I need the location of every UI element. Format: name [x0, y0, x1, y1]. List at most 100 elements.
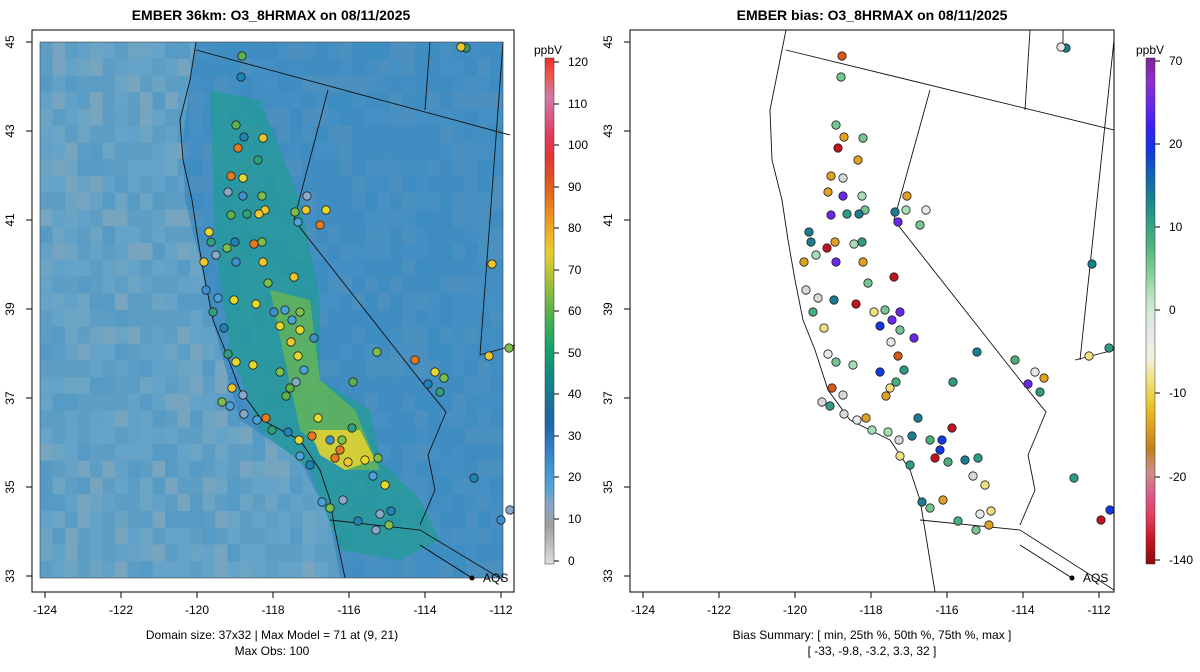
station-marker: [1087, 259, 1097, 269]
grid-cell: [52, 393, 66, 411]
station-marker: [201, 285, 211, 295]
grid-cell: [152, 310, 166, 327]
grid-cell: [227, 494, 241, 512]
grid-cell: [65, 276, 78, 294]
station-marker: [925, 435, 935, 445]
station-marker: [295, 307, 305, 317]
grid-cell: [152, 276, 166, 294]
grid-cell: [90, 310, 103, 327]
grid-cell: [40, 259, 53, 277]
y-tick-label: 37: [601, 391, 615, 405]
station-marker: [371, 525, 381, 535]
grid-cell: [177, 527, 191, 545]
station-marker: [899, 365, 909, 375]
grid-cell: [202, 511, 216, 528]
grid-cell: [52, 125, 66, 143]
grid-cell: [115, 343, 128, 361]
station-marker: [801, 285, 811, 295]
grid-cell: [77, 360, 91, 378]
grid-cell: [152, 58, 166, 76]
grid-cell: [102, 58, 116, 76]
grid-cell: [127, 92, 141, 110]
colorbar-tick-label: 90: [568, 180, 582, 194]
station-marker: [487, 259, 497, 269]
grid-cell: [115, 109, 128, 126]
grid-cell: [215, 477, 228, 495]
grid-cell: [177, 293, 191, 311]
grid-cell: [152, 192, 166, 210]
station-marker: [439, 373, 449, 383]
station-marker: [948, 377, 958, 387]
left-aqs-legend: AQS: [419, 544, 508, 585]
station-marker: [858, 133, 868, 143]
grid-cell: [177, 343, 191, 361]
colorbar-tick-label: -10: [1169, 386, 1187, 400]
grid-cell: [177, 243, 191, 260]
colorbar-tick: -20: [1155, 470, 1187, 484]
grid-cell: [140, 310, 153, 327]
grid-cell: [190, 427, 203, 445]
grid-cell: [90, 243, 103, 260]
station-marker: [281, 391, 291, 401]
x-tick-label: -120: [185, 603, 209, 617]
station-marker: [469, 473, 479, 483]
station-marker: [875, 321, 885, 331]
colorbar-tick: 30: [554, 429, 582, 443]
station-marker: [237, 51, 247, 61]
grid-cell: [152, 393, 166, 411]
grid-cell: [65, 109, 78, 126]
station-marker: [838, 173, 848, 183]
station-marker: [915, 220, 925, 230]
grid-cell: [77, 259, 91, 277]
grid-cell: [165, 393, 178, 411]
grid-cell: [127, 293, 141, 311]
colorbar-tick-label: 20: [1169, 137, 1183, 151]
grid-cell: [202, 544, 216, 562]
grid-cell: [140, 226, 153, 244]
grid-cell: [90, 326, 103, 344]
grid-cell: [40, 293, 53, 311]
grid-cell: [115, 561, 128, 578]
station-marker: [875, 367, 885, 377]
grid-cell: [152, 75, 166, 93]
grid-cell: [102, 477, 116, 495]
grid-cell: [140, 293, 153, 311]
station-marker: [226, 210, 236, 220]
grid-cell: [302, 544, 316, 562]
grid-cell: [115, 544, 128, 562]
grid-cell: [90, 276, 103, 294]
station-marker: [799, 257, 809, 267]
station-marker: [1035, 387, 1045, 397]
grid-cell: [40, 142, 53, 160]
station-marker: [430, 367, 440, 377]
grid-cell: [215, 427, 228, 445]
station-marker: [909, 333, 919, 343]
grid-cell: [190, 393, 203, 411]
grid-cell: [177, 209, 191, 227]
station-marker: [225, 401, 235, 411]
y-tick-label: 33: [601, 569, 615, 583]
station-marker: [484, 351, 494, 361]
station-marker: [258, 257, 268, 267]
grid-cell: [177, 360, 191, 378]
station-marker: [343, 457, 353, 467]
grid-cell: [77, 377, 91, 394]
grid-cell: [152, 176, 166, 193]
colorbar-tick: 90: [554, 180, 582, 194]
grid-cell: [140, 209, 153, 227]
station-marker: [217, 397, 227, 407]
y-tick: 43: [3, 124, 32, 138]
grid-cell: [215, 460, 228, 478]
station-marker: [313, 413, 323, 423]
grid-cell: [102, 142, 116, 160]
colorbar-tick: 110: [554, 97, 587, 111]
grid-cell: [240, 511, 253, 528]
grid-cell: [202, 326, 216, 344]
station-marker: [294, 435, 304, 445]
station-marker: [938, 495, 948, 505]
grid-cell: [127, 159, 141, 177]
y-tick: 39: [3, 302, 32, 316]
grid-cell: [90, 92, 103, 110]
grid-cell: [40, 192, 53, 210]
station-marker: [830, 237, 840, 247]
